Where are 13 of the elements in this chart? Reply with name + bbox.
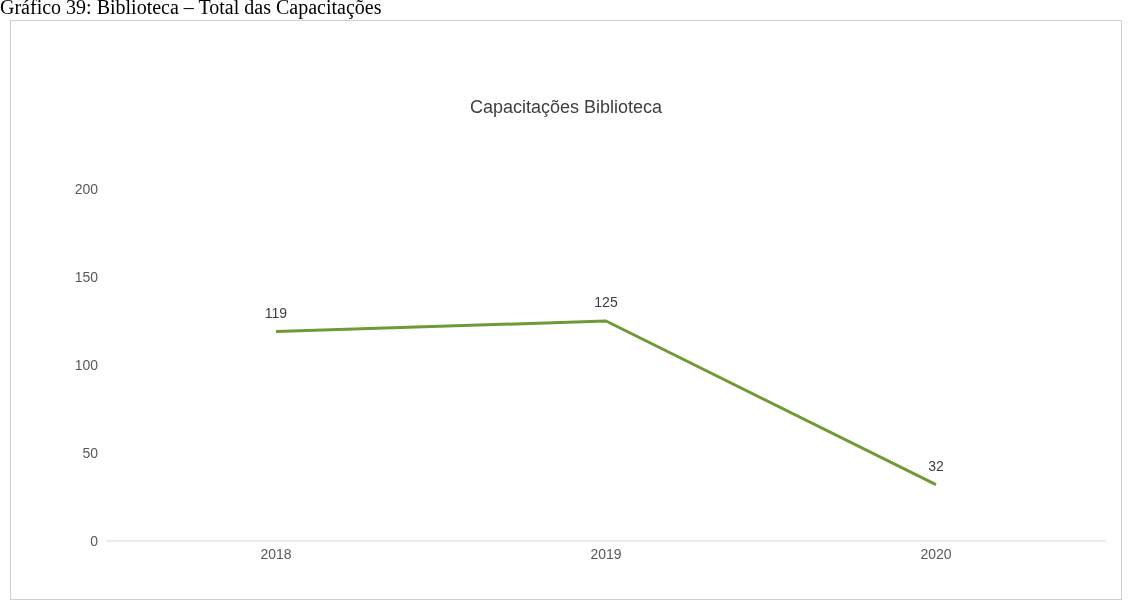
data-label: 32 [928, 457, 944, 474]
text: Gráfico 39: Biblioteca – Total das Capacitações [0, 0, 382, 19]
data-label: 119 [264, 304, 288, 321]
y-tick-label: 50 [82, 444, 99, 461]
y-tick-label: 150 [74, 268, 99, 285]
y-tick-label: 200 [74, 180, 99, 197]
data-label: 125 [594, 294, 618, 310]
x-tick-label: 2020 [920, 545, 952, 562]
chart-title: Capacitações Biblioteca [468, 97, 664, 118]
y-tick-label: 100 [74, 356, 99, 373]
x-tick-label: 2019 [590, 545, 622, 562]
y-tick-label: 0 [90, 532, 99, 549]
x-tick-label: 2018 [260, 545, 292, 562]
